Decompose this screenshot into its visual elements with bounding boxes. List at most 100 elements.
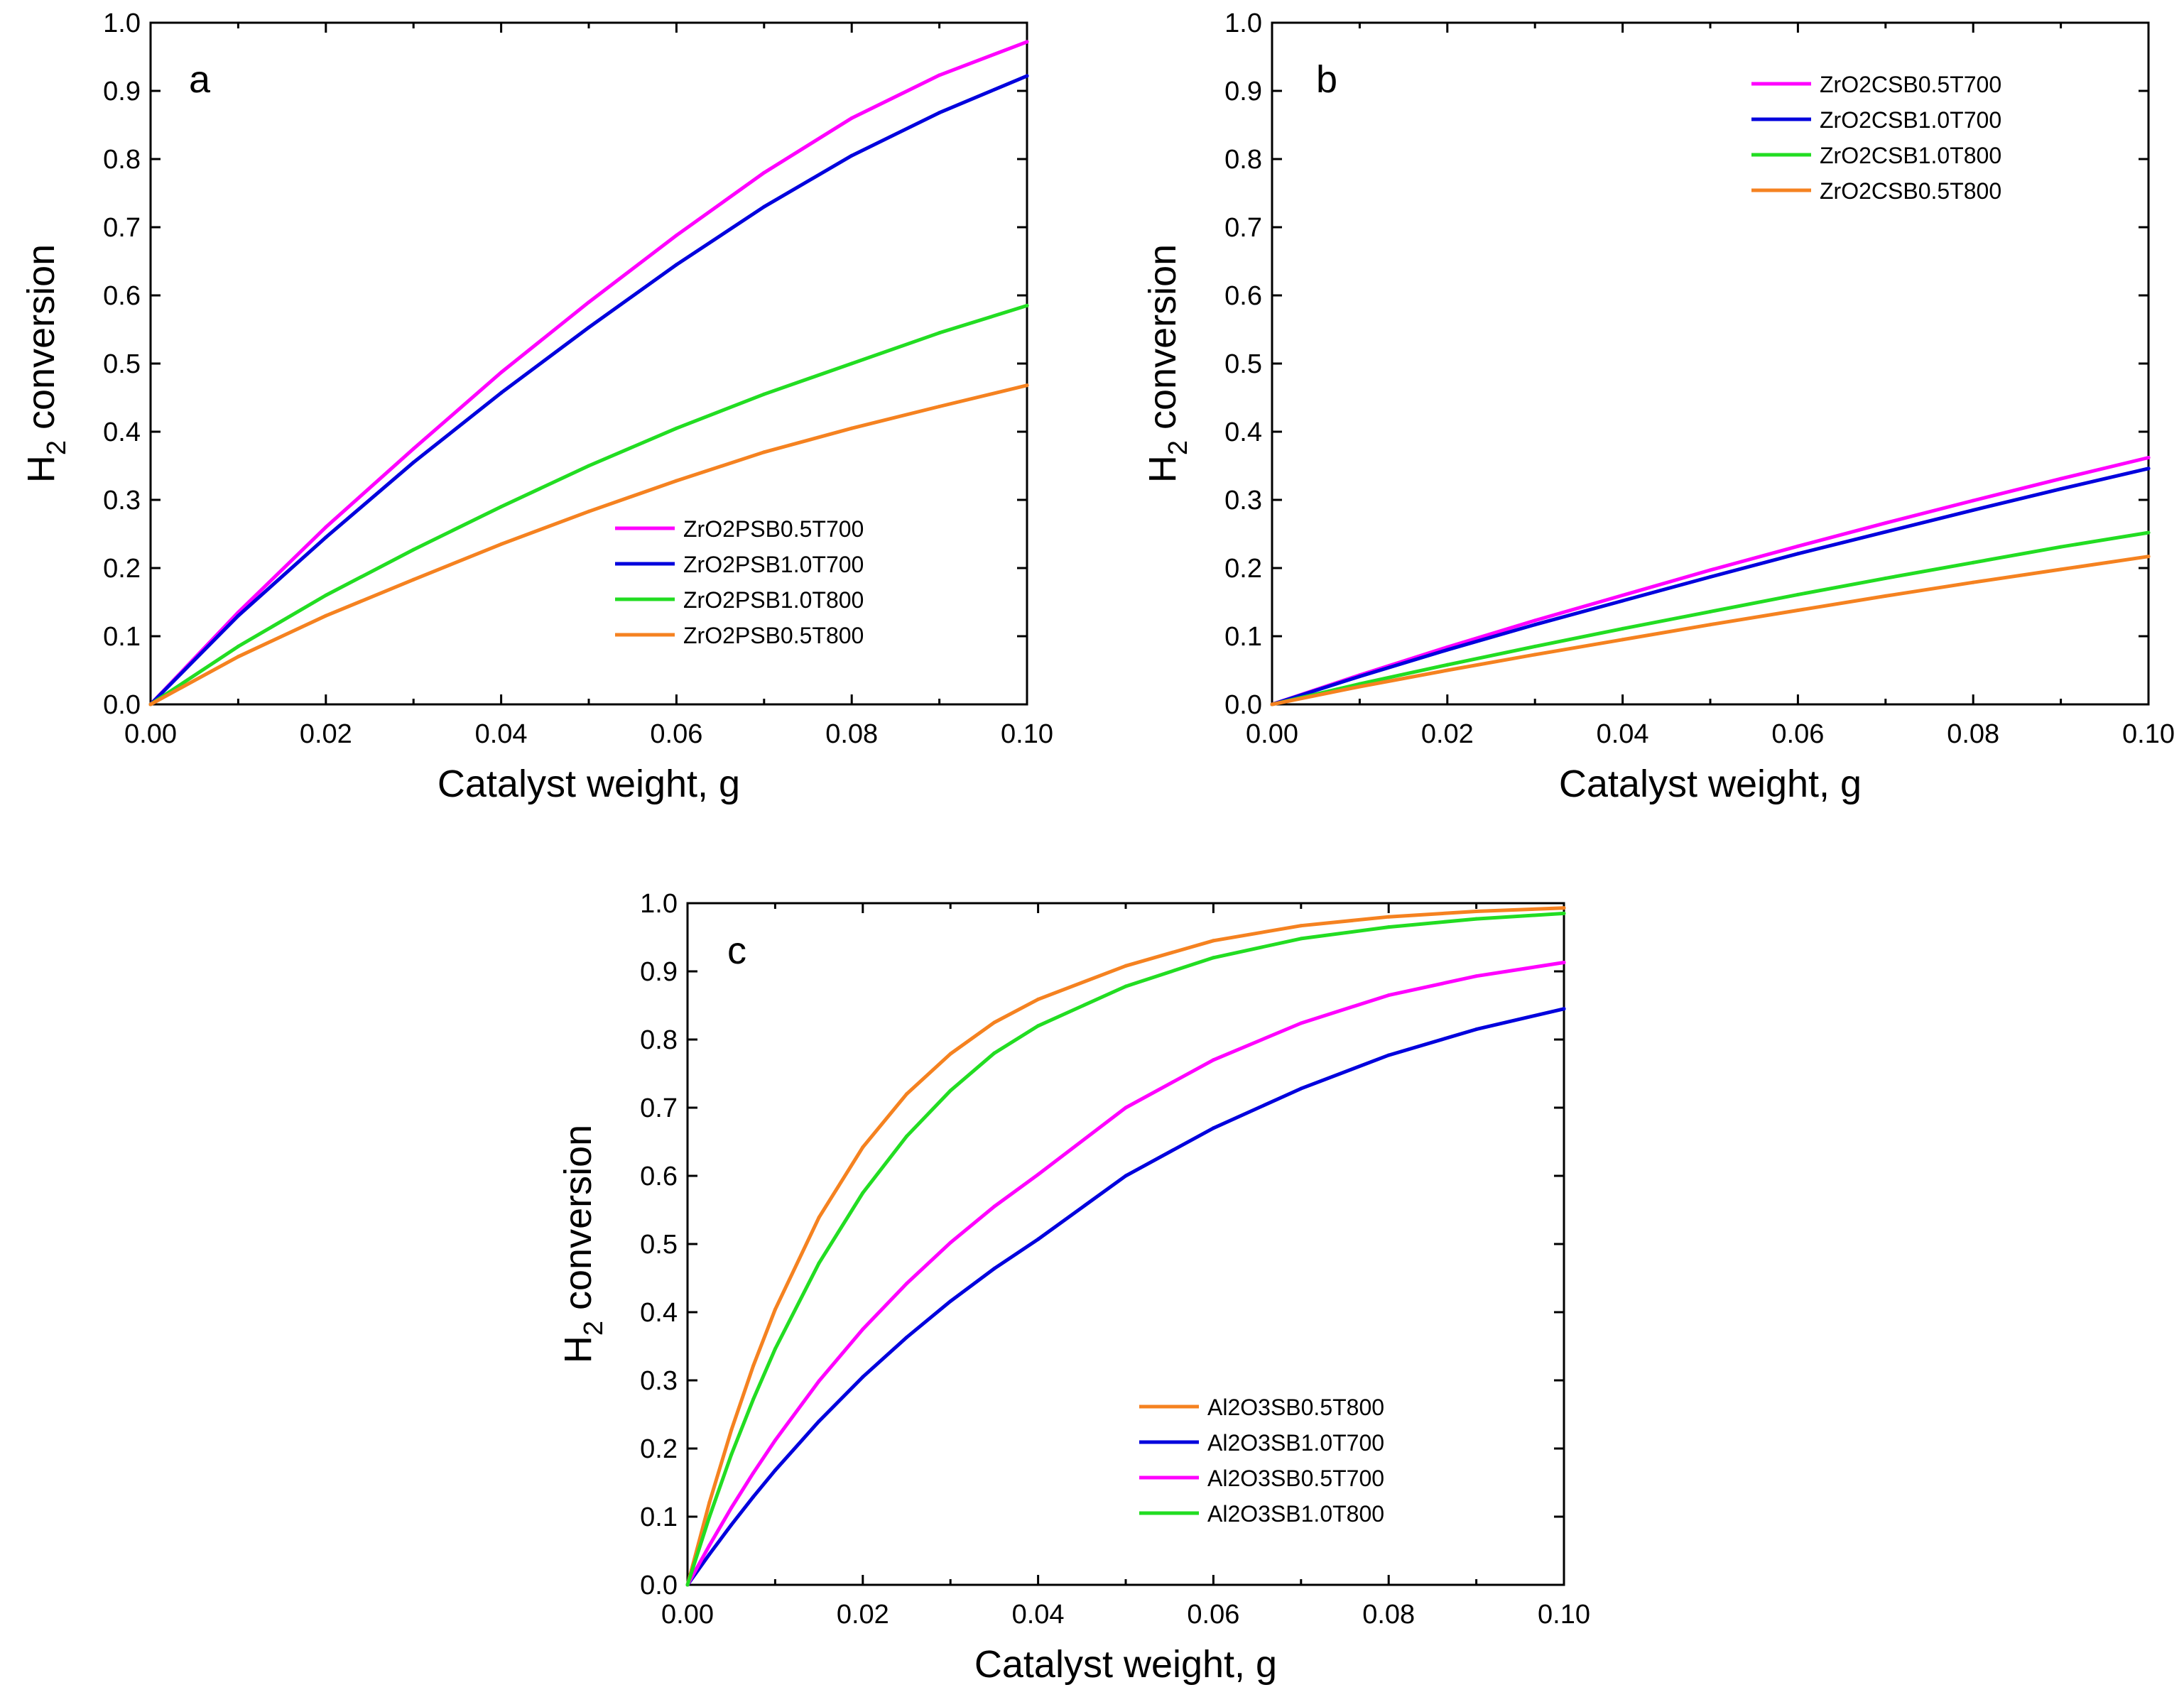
data-point-ZrO2CSB1.0T700 — [1708, 575, 1712, 579]
data-point-ZrO2CSB0.5T800 — [1621, 638, 1625, 642]
legend-label: ZrO2CSB0.5T800 — [1820, 178, 2001, 204]
data-point-ZrO2CSB0.5T700 — [2146, 456, 2151, 459]
data-point-ZrO2PSB1.0T700 — [938, 111, 942, 115]
x-tick-label: 0.00 — [1246, 719, 1298, 749]
y-tick-label: 0.4 — [1224, 418, 1262, 447]
data-point-Al2O3SB1.0T800 — [1036, 1024, 1041, 1028]
data-point-Al2O3SB0.5T800 — [1211, 939, 1215, 943]
data-point-Al2O3SB1.0T800 — [905, 1134, 908, 1138]
y-tick-label: 0.8 — [640, 1025, 678, 1055]
data-point-Al2O3SB1.0T700 — [751, 1495, 755, 1499]
data-point-Al2O3SB1.0T700 — [905, 1336, 908, 1339]
data-point-Al2O3SB1.0T800 — [751, 1397, 755, 1402]
y-axis-title-subscript: 2 — [42, 440, 72, 455]
series-line-ZrO2PSB1.0T700 — [148, 74, 1029, 707]
data-point-ZrO2CSB1.0T700 — [1971, 508, 1975, 512]
data-point-Al2O3SB0.5T800 — [817, 1216, 821, 1220]
series-line-ZrO2PSB0.5T800 — [148, 383, 1029, 707]
data-point-Al2O3SB1.0T700 — [948, 1299, 952, 1304]
legend-label: ZrO2CSB1.0T800 — [1820, 143, 2001, 168]
data-point-ZrO2PSB1.0T800 — [324, 593, 328, 597]
data-point-Al2O3SB0.5T700 — [1124, 1106, 1128, 1110]
panel-letter: c — [727, 929, 746, 972]
legend-label: ZrO2CSB0.5T700 — [1820, 72, 2001, 97]
data-point-ZrO2CSB1.0T800 — [1621, 626, 1625, 631]
x-tick-label: 0.10 — [1538, 1600, 1590, 1630]
data-point-ZrO2PSB0.5T700 — [499, 371, 504, 374]
data-point-Al2O3SB1.0T700 — [1474, 1027, 1479, 1032]
legend-label: Al2O3SB1.0T800 — [1207, 1501, 1384, 1527]
data-point-Al2O3SB1.0T800 — [1562, 911, 1566, 915]
data-point-Al2O3SB1.0T700 — [861, 1375, 865, 1379]
y-tick-label: 0.4 — [640, 1298, 678, 1328]
data-point-Al2O3SB1.0T800 — [1299, 937, 1303, 941]
data-point-ZrO2PSB0.5T800 — [411, 577, 415, 582]
data-point-Al2O3SB0.5T700 — [861, 1327, 865, 1331]
legend-label: Al2O3SB0.5T800 — [1207, 1395, 1384, 1420]
y-tick-label: 0.3 — [640, 1366, 678, 1396]
y-tick-label: 0.6 — [103, 281, 141, 311]
legend-label: ZrO2PSB1.0T700 — [683, 552, 864, 577]
data-point-ZrO2CSB0.5T800 — [1270, 702, 1274, 707]
data-point-Al2O3SB1.0T800 — [1124, 984, 1128, 988]
x-tick-label: 0.10 — [2122, 719, 2175, 749]
data-point-ZrO2PSB0.5T700 — [411, 447, 415, 451]
data-point-ZrO2PSB1.0T700 — [236, 613, 240, 618]
y-tick-label: 0.0 — [103, 690, 141, 720]
data-point-ZrO2CSB0.5T800 — [1445, 668, 1450, 672]
data-point-ZrO2CSB0.5T700 — [1795, 544, 1800, 548]
y-tick-label: 1.0 — [103, 9, 141, 38]
data-point-Al2O3SB1.0T800 — [817, 1261, 821, 1265]
x-tick-label: 0.00 — [661, 1600, 714, 1630]
x-tick-label: 0.02 — [837, 1600, 889, 1630]
data-point-ZrO2PSB0.5T800 — [938, 405, 942, 408]
data-point-Al2O3SB0.5T800 — [1036, 997, 1041, 1001]
legend: ZrO2CSB0.5T700 ZrO2CSB1.0T700 ZrO2CSB1.0T8… — [1751, 72, 2001, 204]
data-point-Al2O3SB0.5T800 — [861, 1145, 865, 1150]
data-point-Al2O3SB0.5T800 — [948, 1052, 952, 1056]
data-point-Al2O3SB0.5T800 — [773, 1307, 777, 1311]
data-point-ZrO2CSB1.0T700 — [2146, 467, 2151, 471]
plot-frame — [1271, 21, 2150, 706]
data-point-ZrO2CSB0.5T700 — [1533, 618, 1537, 623]
data-point-ZrO2PSB1.0T800 — [236, 644, 240, 648]
data-point-Al2O3SB1.0T700 — [1299, 1086, 1303, 1091]
data-point-Al2O3SB0.5T800 — [1386, 915, 1391, 919]
data-point-ZrO2CSB0.5T800 — [2059, 567, 2063, 572]
data-point-Al2O3SB0.5T800 — [751, 1364, 755, 1368]
panel-c: 0.00 0.02 0.04 0.06 0.08 0.10 0.0 0.1 0.2 0.3 0.4 0… — [557, 889, 1590, 1686]
data-point-Al2O3SB1.0T700 — [1562, 1007, 1566, 1011]
y-tick-label: 0.1 — [103, 622, 141, 652]
data-point-ZrO2CSB0.5T800 — [1357, 684, 1362, 689]
panel-letter: b — [1316, 58, 1337, 101]
y-tick-label: 0.7 — [640, 1093, 678, 1123]
y-tick-label: 0.7 — [103, 213, 141, 243]
data-point-ZrO2CSB1.0T800 — [1884, 576, 1888, 580]
y-axis-title: H2 conversion — [1141, 244, 1193, 483]
data-point-Al2O3SB0.5T800 — [992, 1020, 996, 1025]
y-tick-label: 0.0 — [640, 1571, 678, 1600]
data-point-ZrO2PSB1.0T800 — [499, 505, 504, 509]
data-point-Al2O3SB1.0T700 — [817, 1419, 821, 1424]
panel-letter: a — [189, 58, 211, 101]
y-axis-title-rest: conversion — [20, 244, 63, 440]
data-point-ZrO2CSB1.0T700 — [1357, 675, 1362, 679]
x-tick-label: 0.04 — [1597, 719, 1649, 749]
data-point-Al2O3SB1.0T800 — [948, 1089, 952, 1093]
data-point-ZrO2CSB0.5T800 — [1795, 609, 1800, 612]
y-tick-label: 0.8 — [1224, 145, 1262, 175]
y-tick-label: 0.9 — [1224, 77, 1262, 107]
y-tick-label: 0.6 — [640, 1162, 678, 1191]
legend-label: ZrO2PSB0.5T800 — [683, 623, 864, 648]
x-tick-label: 0.08 — [1362, 1600, 1415, 1630]
data-point-ZrO2CSB0.5T700 — [1621, 593, 1625, 597]
data-point-Al2O3SB1.0T700 — [1211, 1126, 1215, 1130]
data-point-ZrO2PSB0.5T700 — [674, 234, 678, 237]
legend-label: ZrO2PSB1.0T800 — [683, 587, 864, 613]
data-point-ZrO2PSB0.5T800 — [674, 479, 678, 483]
x-tick-label: 0.04 — [1012, 1600, 1065, 1630]
data-point-Al2O3SB1.0T800 — [992, 1051, 996, 1055]
legend-label: ZrO2PSB0.5T700 — [683, 516, 864, 542]
data-point-ZrO2PSB1.0T800 — [587, 464, 591, 468]
y-tick-label: 0.7 — [1224, 213, 1262, 243]
